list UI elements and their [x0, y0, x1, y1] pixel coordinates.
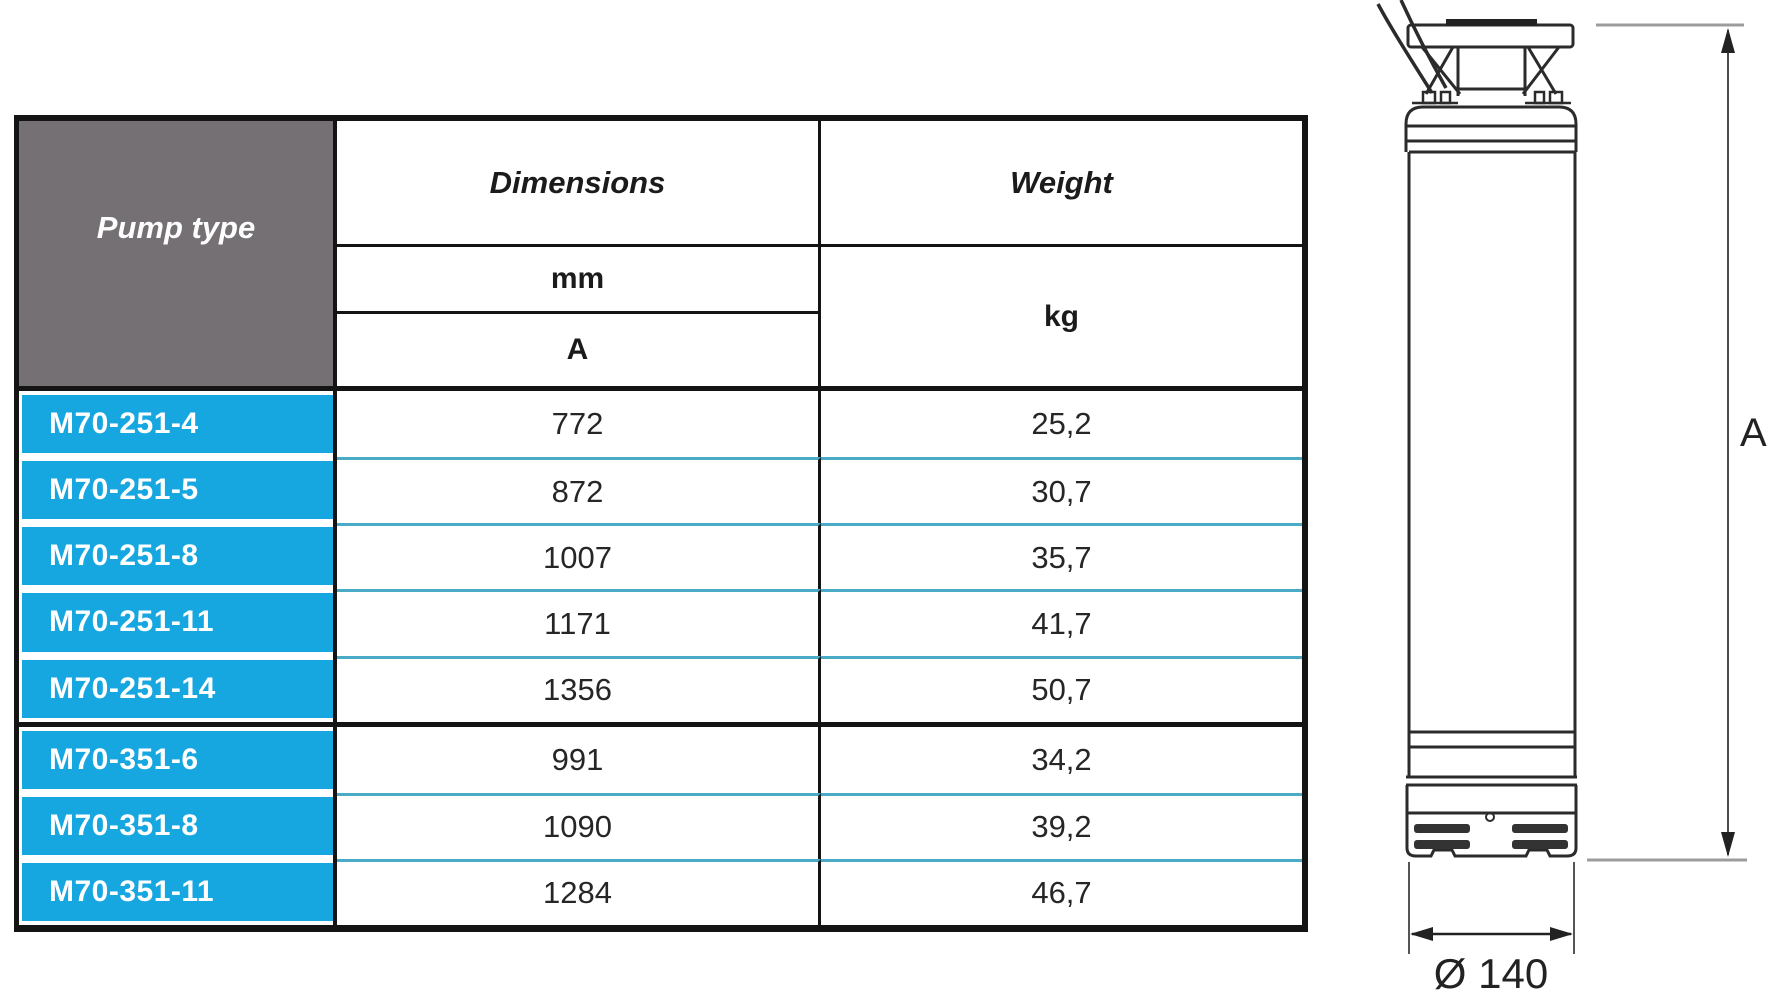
- header-cell-kg: kg: [1043, 299, 1079, 333]
- arrow-left-icon: [1410, 927, 1433, 941]
- table-row: M70-251-8 1007 35,7: [19, 523, 1302, 590]
- pump-type-cell: M70-251-8: [22, 527, 333, 586]
- reference-lines: [1587, 23, 1747, 862]
- height-dimension-label: A: [1740, 411, 1767, 455]
- table-header: Pump type Dimensions mm A Weight kg: [19, 121, 1302, 391]
- table-row: M70-251-14 1356 50,7: [19, 655, 1302, 722]
- table-row: M70-251-11 1171 41,7: [19, 589, 1302, 656]
- cap-top-strip: [1446, 19, 1537, 26]
- pump-type-cell: M70-351-8: [22, 796, 333, 855]
- pump-type-cell: M70-351-11: [22, 862, 333, 921]
- weight-cell: 41,7: [821, 589, 1302, 656]
- pump-spec-table: Pump type Dimensions mm A Weight kg M70-…: [14, 115, 1308, 932]
- power-cable: [1376, 0, 1448, 94]
- pump-type-label: Pump type: [96, 209, 256, 245]
- header-cell-pump-type: Pump type: [19, 121, 337, 386]
- weight-cell: 34,2: [821, 726, 1302, 793]
- dimension-a-cell: 1090: [337, 792, 821, 859]
- diameter-dimension-label: Ø 140: [1434, 950, 1548, 997]
- height-dimension: A: [1721, 28, 1767, 857]
- header-col-weight: Weight kg: [821, 121, 1302, 386]
- dimension-a-cell: 1356: [337, 655, 821, 722]
- pump-type-cell: M70-251-14: [22, 659, 333, 718]
- weight-cell: 25,2: [821, 391, 1302, 458]
- header-col-dimensions: Dimensions mm A: [337, 121, 821, 386]
- weight-cell: 30,7: [821, 457, 1302, 524]
- header-cell-dimensions: Dimensions: [337, 121, 818, 247]
- pump-type-cell: M70-251-4: [22, 395, 333, 454]
- header-cell-a: A: [566, 333, 589, 366]
- diameter-dimension: Ø 140: [1408, 862, 1575, 997]
- weight-cell: 39,2: [821, 792, 1302, 859]
- pump-type-cell: M70-351-6: [22, 730, 333, 789]
- pump-type-cell: M70-251-11: [22, 593, 333, 652]
- dimension-a-cell: 1171: [337, 589, 821, 656]
- dimension-a-cell: 772: [337, 391, 821, 458]
- arrow-right-icon: [1550, 927, 1573, 941]
- table-body: M70-251-4 772 25,2 M70-251-5 872 30,7 M7…: [19, 391, 1302, 925]
- dimension-a-cell: 872: [337, 457, 821, 524]
- pump-technical-drawing: A Ø 140: [1376, 0, 1767, 997]
- weight-cell: 46,7: [821, 858, 1302, 925]
- table-row: M70-351-6 991 34,2: [19, 721, 1302, 793]
- pump-type-cell: M70-251-5: [22, 461, 333, 520]
- header-cell-mm: mm: [337, 247, 818, 314]
- table-row: M70-251-4 772 25,2: [19, 391, 1302, 458]
- pump-body-outline: [1404, 23, 1578, 858]
- table-row: M70-251-5 872 30,7: [19, 457, 1302, 524]
- dimension-a-cell: 991: [337, 726, 821, 793]
- header-cell-weight: Weight: [821, 121, 1302, 247]
- weight-cell: 50,7: [821, 655, 1302, 722]
- table-row: M70-351-11 1284 46,7: [19, 858, 1302, 925]
- arrow-up-icon: [1721, 28, 1735, 53]
- arrow-down-icon: [1721, 832, 1735, 857]
- dimension-a-cell: 1284: [337, 858, 821, 925]
- table-row: M70-351-8 1090 39,2: [19, 792, 1302, 859]
- weight-cell: 35,7: [821, 523, 1302, 590]
- dimension-a-cell: 1007: [337, 523, 821, 590]
- motor-vent-slots: [1414, 824, 1568, 849]
